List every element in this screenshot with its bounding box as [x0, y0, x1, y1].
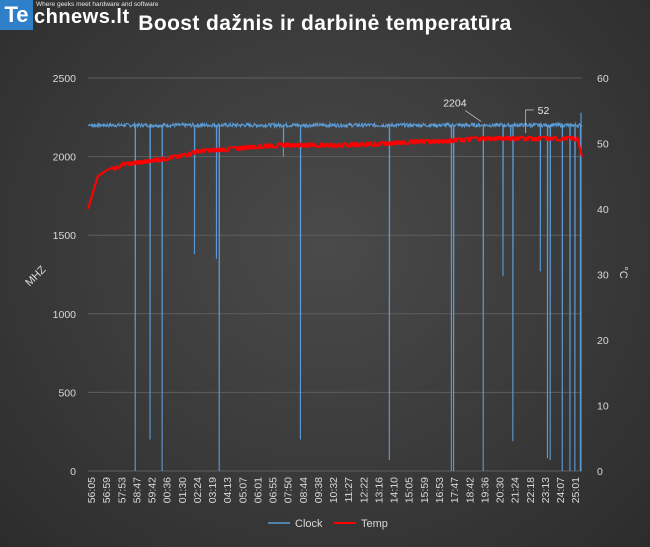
- x-tick-label: 08:44: [298, 477, 310, 503]
- y-tick-label: 2000: [53, 152, 77, 164]
- x-tick-label: 15:59: [419, 477, 431, 503]
- y-tick-label: 2500: [53, 73, 77, 85]
- x-tick-label: 19:36: [479, 477, 491, 503]
- x-tick-label: 23:13: [540, 477, 552, 503]
- y2-tick-label: 40: [597, 204, 609, 216]
- x-tick-label: 01:30: [177, 477, 189, 503]
- chart-title: Boost dažnis ir darbinė temperatūra: [138, 12, 512, 35]
- x-tick-label: 20:30: [495, 477, 507, 503]
- x-tick-label: 05:07: [237, 477, 249, 503]
- annotation-leader-temp: [525, 109, 534, 133]
- legend: Clock Temp: [268, 518, 388, 530]
- annotation-leader-clock: [464, 110, 482, 122]
- x-tick-label: 22:18: [525, 477, 537, 503]
- y2-tick-label: 10: [597, 401, 609, 413]
- x-tick-label: 06:01: [252, 477, 264, 503]
- x-tick-label: 56:05: [86, 477, 98, 503]
- x-tick-label: 16:53: [434, 477, 446, 503]
- x-tick-label: 24:07: [555, 477, 567, 503]
- site-logo: Te Where geeks meet hardware and softwar…: [0, 0, 158, 30]
- y2-tick-label: 0: [597, 466, 603, 478]
- y-tick-label: 1000: [53, 309, 77, 321]
- x-tick-label: 59:42: [147, 477, 159, 503]
- logo-mark: Te: [0, 0, 33, 30]
- x-tick-label: 00:36: [162, 477, 174, 503]
- legend-label-temp: Temp: [361, 518, 388, 530]
- x-tick-label: 11:27: [343, 477, 355, 503]
- x-tick-label: 06:55: [268, 477, 280, 503]
- logo-name: chnews.lt: [34, 6, 130, 28]
- x-tick-label: 15:05: [404, 477, 416, 503]
- series-line-temp: [86, 135, 584, 210]
- y-tick-label: 0: [70, 466, 76, 478]
- x-tick-label: 14:10: [389, 477, 401, 503]
- y2-tick-label: 50: [597, 139, 609, 151]
- y-tick-label: 500: [58, 387, 76, 399]
- y2-axis-ticks: 0 10 20 30 40 50 60: [597, 73, 609, 478]
- logo-tagline: Where geeks meet hardware and software: [36, 1, 159, 8]
- series-layer: [86, 112, 584, 472]
- x-tick-label: 09:38: [313, 477, 325, 503]
- y2-tick-label: 20: [597, 335, 609, 347]
- x-tick-label: 58:47: [131, 477, 143, 503]
- x-tick-label: 18:42: [464, 477, 476, 503]
- annotation-temp-label: 52: [538, 105, 550, 117]
- x-tick-label: 03:19: [207, 477, 219, 503]
- y2-tick-label: 60: [597, 73, 609, 85]
- x-tick-label: 25:01: [570, 477, 582, 503]
- x-axis-ticks: 56:05 56:59 57:53 58:47 59:42 00:36 01:30 02:24…: [86, 477, 582, 503]
- x-tick-label: 17:47: [449, 477, 461, 503]
- x-tick-label: 07:50: [283, 477, 295, 503]
- annotation-clock-label: 2204: [443, 98, 467, 110]
- legend-label-clock: Clock: [295, 518, 323, 530]
- x-tick-label: 10:32: [328, 477, 340, 503]
- y-tick-label: 1500: [53, 230, 77, 242]
- y2-axis-label: °C: [617, 266, 629, 278]
- x-tick-label: 13:16: [373, 477, 385, 503]
- x-tick-label: 57:53: [116, 477, 128, 503]
- x-tick-label: 21:24: [510, 477, 522, 503]
- x-tick-label: 02:24: [192, 477, 204, 503]
- series-line-clock: [87, 121, 583, 472]
- x-tick-label: 12:22: [358, 477, 370, 503]
- x-tick-label: 56:59: [101, 477, 113, 503]
- x-tick-label: 04:13: [222, 477, 234, 503]
- y-axis-ticks: 0 500 1000 1500 2000 2500: [53, 73, 77, 478]
- y-axis-label: MHZ: [23, 264, 49, 290]
- annotation-layer: 2204 52: [443, 98, 549, 133]
- y2-tick-label: 30: [597, 270, 609, 282]
